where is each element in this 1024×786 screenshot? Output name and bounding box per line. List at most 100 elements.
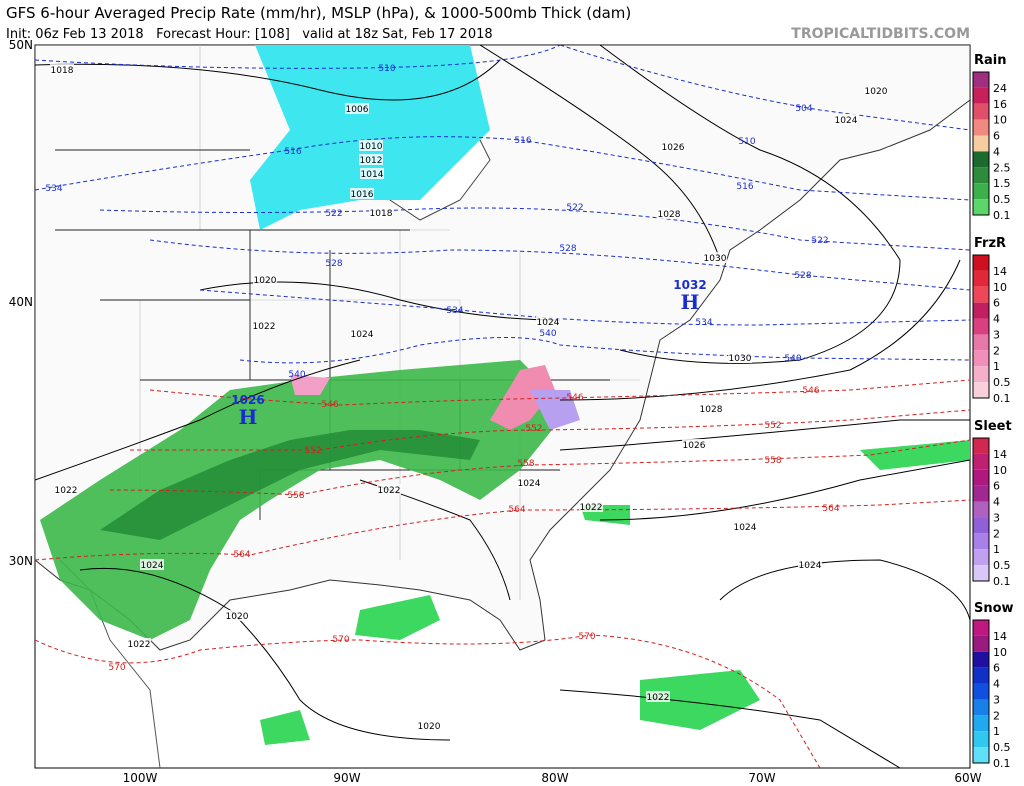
source: TROPICALTIDBITS.COM bbox=[791, 26, 970, 42]
isobar-label: 1010 bbox=[360, 142, 383, 152]
label-bg bbox=[834, 114, 858, 125]
label-bg bbox=[253, 274, 277, 285]
legend-border bbox=[972, 71, 990, 216]
lat-label: 40N bbox=[9, 295, 33, 309]
isobar-label: 1020 bbox=[865, 87, 888, 97]
thickness-label: 546 bbox=[321, 400, 338, 410]
label-bg bbox=[345, 103, 369, 114]
legend-label: 4 bbox=[993, 313, 1000, 326]
legend-label: 0.5 bbox=[993, 193, 1011, 206]
thickness-label: 552 bbox=[525, 424, 542, 434]
isobar-label: 1022 bbox=[128, 640, 151, 650]
thickness-label: 534 bbox=[446, 306, 463, 316]
legend-label: 3 bbox=[993, 328, 1000, 341]
label-bg bbox=[661, 141, 685, 152]
label-bg bbox=[798, 559, 822, 570]
isobar-label: 1024 bbox=[518, 479, 541, 489]
isobar-label: 1018 bbox=[370, 209, 393, 219]
legend-title: Sleet bbox=[974, 419, 1012, 434]
legend-label: 14 bbox=[993, 448, 1007, 461]
thickness-label: 516 bbox=[736, 182, 753, 192]
legend-label: 2 bbox=[993, 709, 1000, 722]
legend-swatch bbox=[973, 438, 989, 454]
label-bg bbox=[359, 140, 383, 151]
label-bg bbox=[579, 501, 603, 512]
legend-label: 4 bbox=[993, 145, 1000, 158]
legend-label: 0.1 bbox=[993, 575, 1011, 588]
thickness-label: 558 bbox=[517, 459, 534, 469]
label-bg bbox=[377, 484, 401, 495]
legend-title: FrzR bbox=[974, 236, 1006, 251]
legend-label: 0.5 bbox=[993, 559, 1011, 572]
legend-title: Snow bbox=[974, 601, 1014, 616]
lat-label: 50N bbox=[9, 38, 33, 52]
thickness-label: 564 bbox=[508, 505, 525, 515]
thickness-label: 546 bbox=[566, 393, 583, 403]
thickness-label: 516 bbox=[514, 136, 531, 146]
isobar-label: 1022 bbox=[55, 486, 78, 496]
legend-swatch bbox=[973, 334, 989, 351]
legend-label: 1 bbox=[993, 725, 1000, 738]
label-bg bbox=[127, 638, 151, 649]
isobar-label: 1030 bbox=[704, 254, 727, 264]
lon-label: 80W bbox=[541, 771, 568, 785]
isobar-label: 1030 bbox=[729, 354, 752, 364]
legend-border bbox=[972, 254, 990, 399]
legend-swatch bbox=[973, 747, 989, 763]
lon-label: 100W bbox=[123, 771, 158, 785]
thickness-label: 552 bbox=[764, 421, 781, 431]
thickness-label: 540 bbox=[539, 329, 556, 339]
label-bg bbox=[54, 484, 78, 495]
legend-swatch bbox=[973, 517, 989, 534]
label-bg bbox=[646, 691, 670, 702]
legend-swatch bbox=[973, 620, 989, 636]
thickness-label: 522 bbox=[811, 236, 828, 246]
thickness-label: 546 bbox=[802, 386, 819, 396]
isobar-label: 1020 bbox=[418, 722, 441, 732]
label-bg bbox=[733, 521, 757, 532]
legend-border bbox=[972, 437, 990, 582]
legend-swatch bbox=[973, 302, 989, 319]
legend-swatch bbox=[973, 485, 989, 502]
legend-label: 0.1 bbox=[993, 209, 1011, 222]
thickness-label: 528 bbox=[794, 271, 811, 281]
legend-swatch bbox=[973, 270, 989, 287]
legend-label: 0.5 bbox=[993, 741, 1011, 754]
isobar-label: 1020 bbox=[226, 612, 249, 622]
legend-label: 4 bbox=[993, 678, 1000, 691]
legend-swatch bbox=[973, 453, 989, 470]
thickness-label: 570 bbox=[578, 632, 595, 642]
label-bg bbox=[359, 154, 383, 165]
high-value: 1032 bbox=[673, 278, 706, 292]
legend-label: 2.5 bbox=[993, 161, 1011, 174]
legend-swatch bbox=[973, 565, 989, 581]
legend-label: 3 bbox=[993, 693, 1000, 706]
legend-swatch bbox=[973, 469, 989, 486]
legend-border bbox=[972, 619, 990, 764]
label-bg bbox=[369, 207, 393, 218]
legend-swatch bbox=[973, 183, 989, 200]
legend-label: 24 bbox=[993, 82, 1007, 95]
isobar-label: 1012 bbox=[360, 156, 383, 166]
isobar-label: 1026 bbox=[662, 143, 685, 153]
legend-label: 6 bbox=[993, 130, 1000, 143]
label-bg bbox=[536, 316, 560, 327]
isobar-label: 1024 bbox=[835, 116, 858, 126]
legend-label: 0.1 bbox=[993, 392, 1011, 405]
label-bg bbox=[350, 188, 374, 199]
legend-label: 1 bbox=[993, 360, 1000, 373]
thickness-label: 540 bbox=[288, 370, 305, 380]
thickness-label: 534 bbox=[695, 318, 712, 328]
legend-label: 4 bbox=[993, 496, 1000, 509]
legend-swatch bbox=[973, 350, 989, 367]
legend-swatch bbox=[973, 103, 989, 120]
isobar-label: 1024 bbox=[141, 561, 164, 571]
thickness-label: 558 bbox=[287, 491, 304, 501]
label-bg bbox=[252, 320, 276, 331]
legend-swatch bbox=[973, 533, 989, 550]
legend-swatch bbox=[973, 286, 989, 303]
legend-swatch bbox=[973, 318, 989, 335]
thickness-label: 540 bbox=[784, 354, 801, 364]
legend-swatch bbox=[973, 366, 989, 383]
